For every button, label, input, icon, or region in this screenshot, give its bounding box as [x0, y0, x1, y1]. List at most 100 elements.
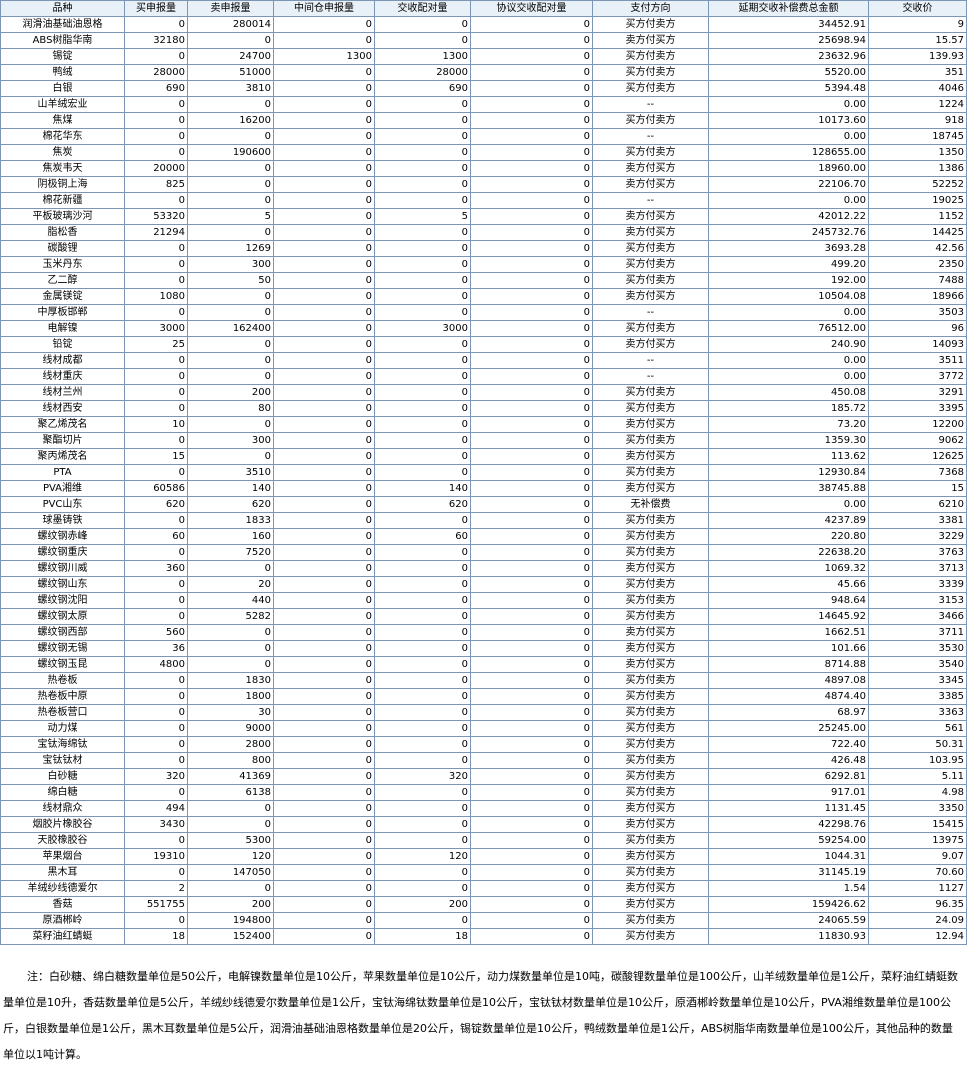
cell-buy-qty: 0 — [124, 256, 188, 273]
cell-variety: 热卷板 — [0, 672, 125, 689]
cell-agreement-qty: 0 — [470, 192, 593, 209]
cell-variety: 螺纹钢无锡 — [0, 640, 125, 657]
table-row: 聚乙烯茂名 10 0 0 0 0 卖方付买方 73.20 12200 — [0, 416, 967, 433]
cell-settle-price: 3345 — [868, 672, 967, 689]
cell-agreement-qty: 0 — [470, 448, 593, 465]
cell-pay-direction: 卖方付买方 — [592, 448, 709, 465]
cell-settle-price: 351 — [868, 64, 967, 81]
cell-middle-qty: 0 — [273, 640, 375, 657]
cell-middle-qty: 0 — [273, 384, 375, 401]
cell-variety: 山羊绒宏业 — [0, 96, 125, 113]
table-row: 平板玻璃沙河 53320 5 0 5 0 卖方付买方 42012.22 1152 — [0, 208, 967, 225]
cell-agreement-qty: 0 — [470, 16, 593, 33]
cell-sell-qty: 0 — [187, 640, 274, 657]
cell-matched-qty: 0 — [374, 912, 471, 929]
cell-matched-qty: 60 — [374, 528, 471, 545]
cell-variety: ABS树脂华南 — [0, 32, 125, 49]
cell-compensation: 42298.76 — [708, 816, 869, 833]
cell-matched-qty: 0 — [374, 352, 471, 369]
cell-matched-qty: 0 — [374, 224, 471, 241]
cell-agreement-qty: 0 — [470, 112, 593, 129]
cell-matched-qty: 0 — [374, 144, 471, 161]
cell-compensation: 113.62 — [708, 448, 869, 465]
cell-settle-price: 9062 — [868, 432, 967, 449]
cell-middle-qty: 0 — [273, 288, 375, 305]
cell-agreement-qty: 0 — [470, 832, 593, 849]
cell-agreement-qty: 0 — [470, 608, 593, 625]
cell-pay-direction: 买方付卖方 — [592, 912, 709, 929]
cell-middle-qty: 0 — [273, 704, 375, 721]
cell-middle-qty: 0 — [273, 736, 375, 753]
cell-variety: 螺纹钢重庆 — [0, 544, 125, 561]
cell-variety: 锡锭 — [0, 48, 125, 65]
cell-matched-qty: 0 — [374, 192, 471, 209]
table-row: 铅锭 25 0 0 0 0 卖方付买方 240.90 14093 — [0, 336, 967, 353]
cell-variety: PTA — [0, 464, 125, 481]
cell-buy-qty: 320 — [124, 768, 188, 785]
cell-sell-qty: 5 — [187, 208, 274, 225]
cell-buy-qty: 53320 — [124, 208, 188, 225]
cell-variety: 线材鼎众 — [0, 800, 125, 817]
cell-matched-qty: 0 — [374, 368, 471, 385]
col-header-middle-qty: 中间仓申报量 — [273, 0, 375, 17]
cell-settle-price: 13975 — [868, 832, 967, 849]
cell-settle-price: 1152 — [868, 208, 967, 225]
cell-agreement-qty: 0 — [470, 816, 593, 833]
cell-settle-price: 3511 — [868, 352, 967, 369]
cell-agreement-qty: 0 — [470, 784, 593, 801]
cell-sell-qty: 140 — [187, 480, 274, 497]
cell-pay-direction: 买方付卖方 — [592, 320, 709, 337]
cell-sell-qty: 0 — [187, 304, 274, 321]
cell-matched-qty: 18 — [374, 928, 471, 945]
cell-middle-qty: 0 — [273, 464, 375, 481]
cell-settle-price: 3381 — [868, 512, 967, 529]
cell-buy-qty: 0 — [124, 592, 188, 609]
cell-agreement-qty: 0 — [470, 144, 593, 161]
cell-settle-price: 14093 — [868, 336, 967, 353]
cell-sell-qty: 0 — [187, 816, 274, 833]
cell-pay-direction: 买方付卖方 — [592, 720, 709, 737]
cell-agreement-qty: 0 — [470, 896, 593, 913]
cell-buy-qty: 0 — [124, 96, 188, 113]
cell-agreement-qty: 0 — [470, 656, 593, 673]
cell-sell-qty: 80 — [187, 400, 274, 417]
cell-sell-qty: 194800 — [187, 912, 274, 929]
cell-buy-qty: 0 — [124, 240, 188, 257]
cell-compensation: 10173.60 — [708, 112, 869, 129]
cell-sell-qty: 0 — [187, 352, 274, 369]
table-row: 鸭绒 28000 51000 0 28000 0 买方付卖方 5520.00 351 — [0, 64, 967, 81]
cell-matched-qty: 0 — [374, 176, 471, 193]
cell-variety: 中厚板邯郸 — [0, 304, 125, 321]
cell-pay-direction: -- — [592, 352, 709, 369]
cell-settle-price: 3229 — [868, 528, 967, 545]
table-row: 电解镍 3000 162400 0 3000 0 买方付卖方 76512.00 96 — [0, 320, 967, 337]
cell-settle-price: 4.98 — [868, 784, 967, 801]
cell-sell-qty: 620 — [187, 496, 274, 513]
cell-matched-qty: 28000 — [374, 64, 471, 81]
table-row: 脂松香 21294 0 0 0 0 卖方付买方 245732.76 14425 — [0, 224, 967, 241]
cell-sell-qty: 3510 — [187, 464, 274, 481]
col-header-matched-qty: 交收配对量 — [374, 0, 471, 17]
cell-agreement-qty: 0 — [470, 576, 593, 593]
table-row: PVA湘维 60586 140 0 140 0 卖方付买方 38745.88 15 — [0, 480, 967, 497]
table-row: 螺纹钢川威 360 0 0 0 0 卖方付买方 1069.32 3713 — [0, 560, 967, 577]
cell-matched-qty: 0 — [374, 624, 471, 641]
cell-variety: 螺纹钢赤峰 — [0, 528, 125, 545]
cell-compensation: 73.20 — [708, 416, 869, 433]
cell-matched-qty: 0 — [374, 560, 471, 577]
cell-middle-qty: 0 — [273, 848, 375, 865]
cell-buy-qty: 0 — [124, 144, 188, 161]
cell-sell-qty: 160 — [187, 528, 274, 545]
cell-matched-qty: 3000 — [374, 320, 471, 337]
settlement-table: 品种 买申报量 卖申报量 中间仓申报量 交收配对量 协议交收配对量 支付方向 延… — [0, 0, 967, 945]
table-row: 烟胶片橡胶谷 3430 0 0 0 0 卖方付买方 42298.76 15415 — [0, 816, 967, 833]
cell-middle-qty: 0 — [273, 656, 375, 673]
cell-pay-direction: 卖方付买方 — [592, 288, 709, 305]
cell-matched-qty: 690 — [374, 80, 471, 97]
cell-variety: 聚酯切片 — [0, 432, 125, 449]
cell-sell-qty: 3810 — [187, 80, 274, 97]
cell-sell-qty: 0 — [187, 288, 274, 305]
cell-settle-price: 3385 — [868, 688, 967, 705]
cell-matched-qty: 0 — [374, 672, 471, 689]
cell-sell-qty: 24700 — [187, 48, 274, 65]
